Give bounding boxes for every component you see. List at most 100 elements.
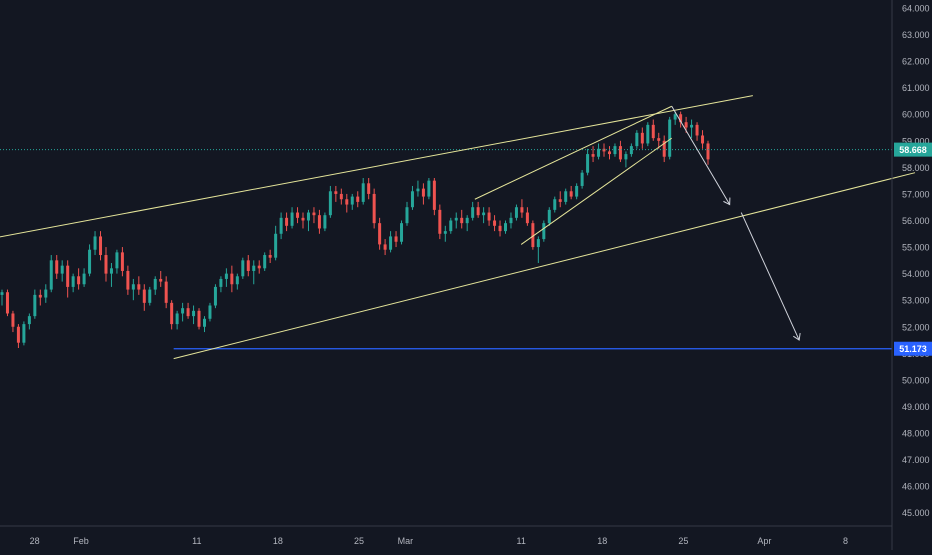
candle-body	[427, 180, 431, 197]
candle-body	[104, 255, 108, 274]
candle-body	[602, 148, 606, 152]
candle-body	[498, 225, 502, 232]
candle-body	[372, 193, 376, 224]
candle-body	[465, 217, 469, 224]
price-tick-label: 64.000	[902, 3, 930, 13]
candle-body	[164, 281, 168, 303]
candle-body	[263, 255, 267, 269]
candle-body	[460, 217, 464, 224]
candle-body	[536, 239, 540, 248]
candle-body	[142, 289, 146, 303]
candle-body	[296, 212, 300, 218]
candle-body	[181, 308, 185, 314]
arrow-shaft[interactable]	[671, 106, 731, 205]
candle-body	[646, 124, 650, 144]
candle-body	[580, 172, 584, 186]
price-tick-label: 48.000	[902, 429, 930, 439]
candle-body	[257, 265, 261, 269]
candle-body	[558, 199, 562, 202]
candle-body	[170, 302, 174, 325]
candle-body	[487, 212, 491, 221]
candle-body	[109, 268, 113, 274]
time-tick-label: 8	[843, 536, 848, 546]
candle-body	[208, 305, 212, 319]
candle-body	[361, 183, 365, 202]
price-tick-label: 58.000	[902, 163, 930, 173]
candle-body	[520, 207, 524, 213]
candle-body	[153, 278, 157, 290]
candle-body	[60, 265, 64, 274]
candle-body	[410, 191, 414, 208]
drawings-layer	[0, 95, 916, 360]
price-tick-label: 63.000	[902, 30, 930, 40]
time-tick-label: 18	[273, 536, 283, 546]
candle-body	[586, 154, 590, 173]
candle-body	[148, 289, 152, 303]
current-price-tag-label: 58.668	[899, 145, 927, 155]
candle-body	[5, 292, 9, 314]
candle-body	[547, 209, 551, 224]
candle-body	[695, 124, 699, 136]
candle-body	[93, 236, 97, 250]
candle-body	[230, 273, 234, 285]
price-tags: 51.173 58.668	[894, 142, 932, 356]
candle-body	[607, 151, 611, 155]
candle-body	[525, 212, 529, 224]
trendline[interactable]	[173, 172, 916, 360]
trendline[interactable]	[474, 105, 672, 200]
price-tick-label: 56.000	[902, 216, 930, 226]
candle-body	[504, 223, 508, 232]
candle-body	[553, 199, 557, 210]
candle-body	[400, 223, 404, 242]
candle-body	[597, 148, 601, 157]
candle-body	[33, 294, 37, 317]
candle-body	[22, 324, 26, 343]
candle-body	[514, 207, 518, 218]
candle-body	[679, 114, 683, 123]
candle-body	[635, 132, 639, 147]
candle-body	[471, 207, 475, 218]
candle-body	[668, 119, 672, 157]
candle-body	[16, 326, 20, 343]
time-tick-label: Mar	[398, 536, 414, 546]
candle-body	[175, 313, 179, 325]
candle-body	[690, 124, 694, 128]
support-price-tag	[894, 341, 932, 356]
time-tick-label: 11	[192, 536, 201, 546]
candle-body	[618, 146, 622, 160]
candle-body	[317, 215, 321, 229]
candle-body	[274, 233, 278, 258]
trendline[interactable]	[0, 95, 753, 239]
price-tick-label: 61.000	[902, 83, 930, 93]
candle-body	[389, 236, 393, 250]
candle-body	[416, 188, 420, 192]
candle-body	[405, 207, 409, 224]
time-tick-label: 11	[516, 536, 525, 546]
candle-body	[11, 313, 15, 327]
price-tick-label: 47.000	[902, 455, 930, 465]
candle-body	[482, 212, 486, 216]
candle-body	[241, 260, 245, 277]
candle-body	[312, 212, 316, 216]
candle-body	[443, 231, 447, 234]
candle-body	[624, 154, 628, 160]
candle-body	[629, 146, 633, 155]
arrow-head	[793, 333, 801, 341]
candle-body	[279, 217, 283, 234]
candle-body	[575, 185, 579, 197]
time-axis[interactable]: 28 Feb 11 18 25 Mar 11 18 25 Apr 8	[30, 536, 848, 546]
trendline[interactable]	[520, 137, 673, 245]
candle-body	[476, 207, 480, 216]
candle-body	[224, 273, 228, 279]
candle-body	[421, 188, 425, 197]
candle-body	[684, 122, 688, 128]
candle-body	[55, 260, 59, 274]
candle-body	[706, 143, 710, 160]
arrow-shaft[interactable]	[740, 212, 800, 341]
candle-body	[454, 217, 458, 221]
candle-body	[82, 273, 86, 285]
candle-body	[383, 244, 387, 250]
candle-body	[120, 252, 124, 271]
